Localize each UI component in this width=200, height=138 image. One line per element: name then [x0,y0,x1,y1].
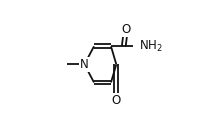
Text: NH$_2$: NH$_2$ [139,39,162,54]
Text: N: N [80,58,89,71]
Text: O: O [121,23,131,36]
Text: O: O [112,94,121,107]
